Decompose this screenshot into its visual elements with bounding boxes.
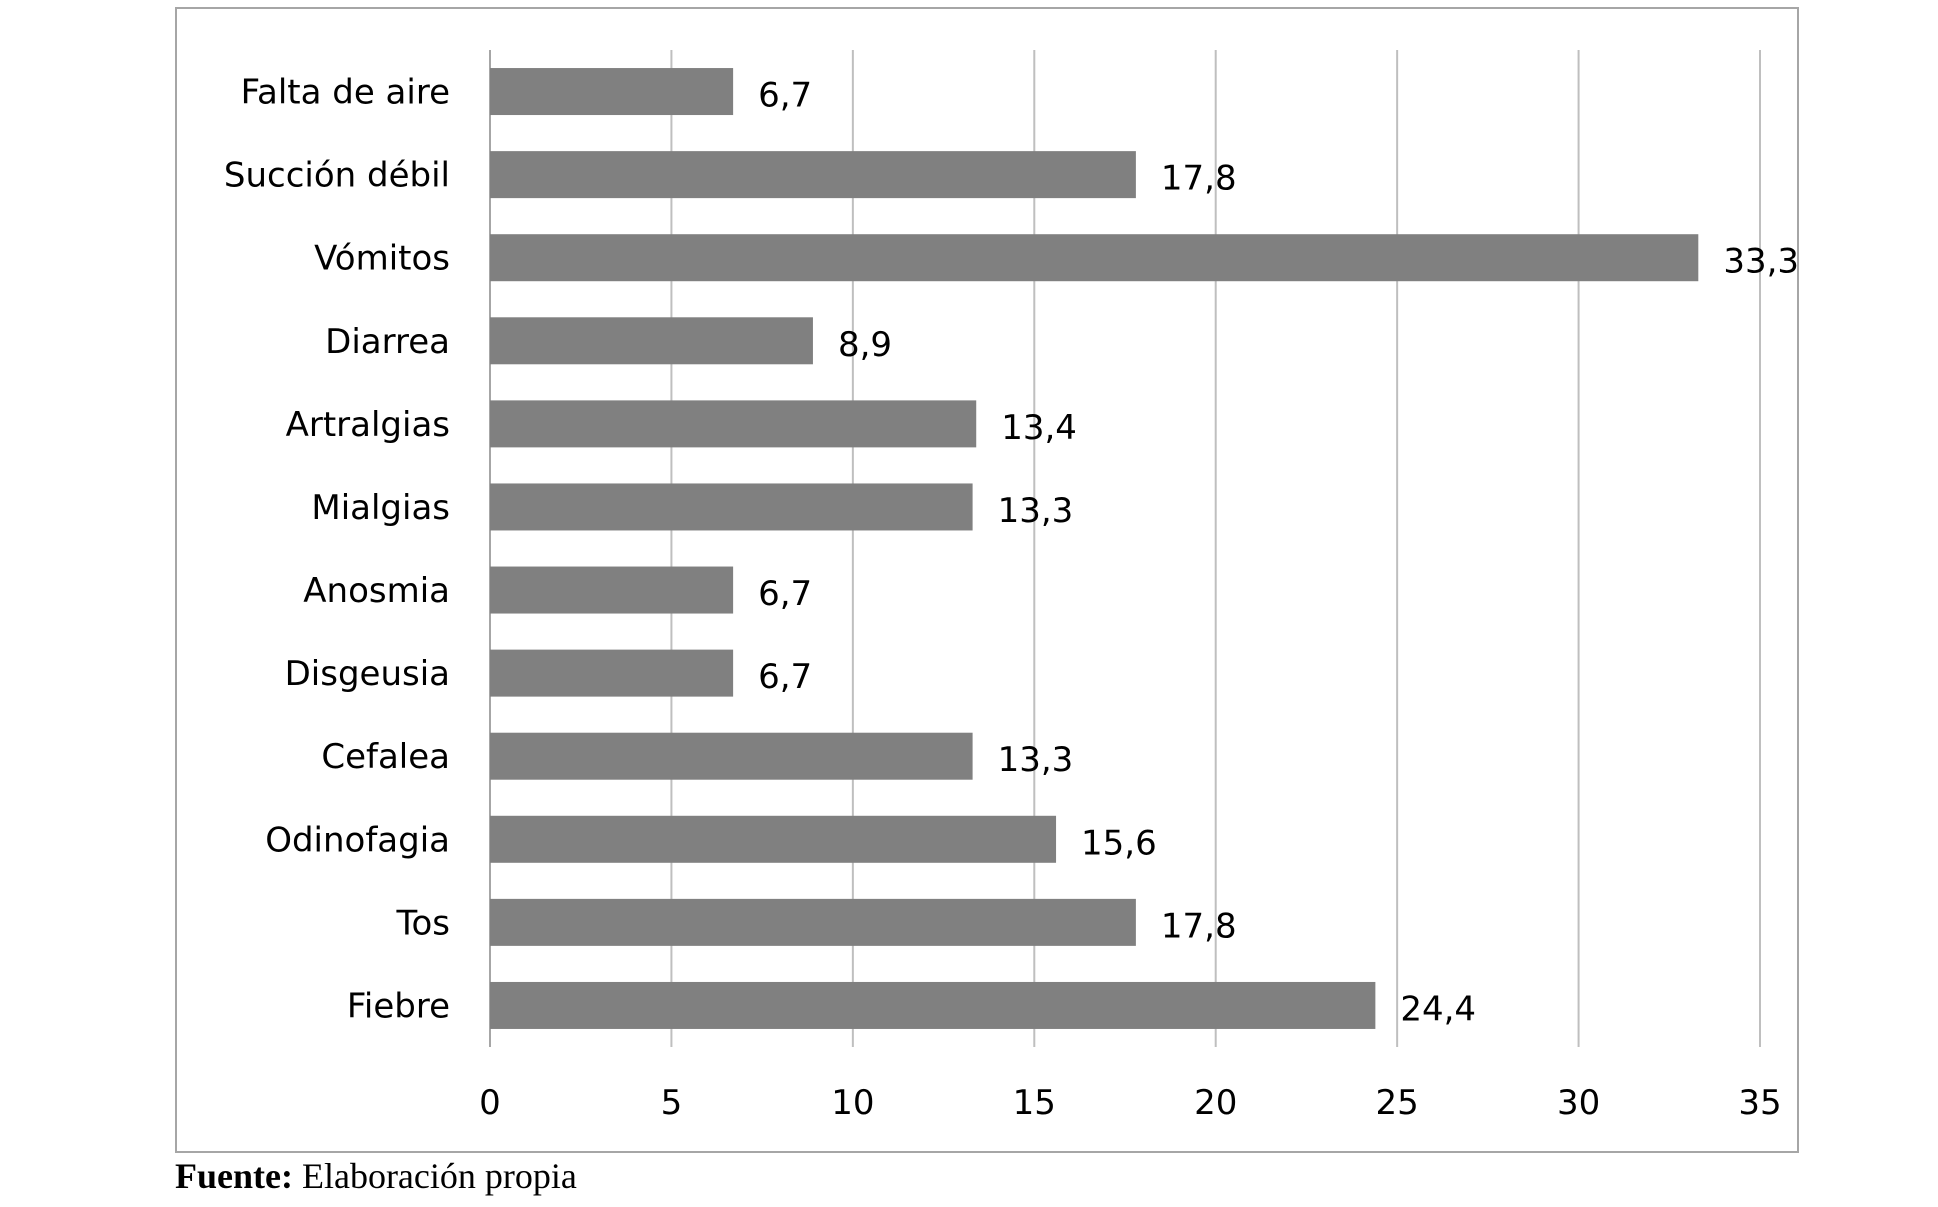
bar xyxy=(490,317,813,365)
source-label: Fuente: xyxy=(175,1156,293,1196)
bar xyxy=(490,234,1699,282)
data-label: 13,3 xyxy=(998,491,1074,531)
category-label: Falta de aire xyxy=(241,73,450,113)
data-label: 6,7 xyxy=(758,574,812,614)
bar xyxy=(490,566,734,614)
category-label: Disgeusia xyxy=(285,654,450,694)
x-tick-label: 15 xyxy=(1013,1083,1056,1123)
bar xyxy=(490,815,1057,863)
bar xyxy=(490,898,1136,946)
bar xyxy=(490,400,977,448)
x-tick-label: 35 xyxy=(1738,1083,1781,1123)
source-note: Fuente: Elaboración propia xyxy=(175,1155,577,1197)
x-tick-label: 5 xyxy=(661,1083,683,1123)
data-label: 8,9 xyxy=(838,325,892,365)
bar xyxy=(490,483,973,531)
data-label: 13,3 xyxy=(998,740,1074,780)
data-label: 17,8 xyxy=(1161,906,1237,946)
bar xyxy=(490,649,734,697)
source-text: Elaboración propia xyxy=(292,1156,577,1196)
data-label: 17,8 xyxy=(1161,159,1237,199)
data-label: 6,7 xyxy=(758,76,812,116)
category-label: Vómitos xyxy=(314,239,450,279)
category-label: Fiebre xyxy=(347,986,450,1026)
category-label: Artralgias xyxy=(286,405,450,445)
category-label: Cefalea xyxy=(321,737,450,777)
data-label: 15,6 xyxy=(1081,823,1157,863)
x-tick-label: 20 xyxy=(1194,1083,1237,1123)
x-tick-label: 25 xyxy=(1376,1083,1419,1123)
data-label: 33,3 xyxy=(1723,242,1799,282)
category-label: Mialgias xyxy=(311,488,450,528)
data-label: 24,4 xyxy=(1400,989,1476,1029)
x-tick-label: 30 xyxy=(1557,1083,1600,1123)
bar xyxy=(490,732,973,780)
category-label: Succión débil xyxy=(224,156,450,196)
x-tick-label: 10 xyxy=(831,1083,874,1123)
bar xyxy=(490,981,1376,1029)
category-label: Odinofagia xyxy=(265,820,450,860)
bar-chart: 0 5 10 15 20 25 30 35 Falta de aire 6,7 Succión dé… xyxy=(224,50,1799,1123)
category-label: Diarrea xyxy=(325,322,450,362)
data-label: 13,4 xyxy=(1001,408,1077,448)
data-label: 6,7 xyxy=(758,657,812,697)
category-label: Anosmia xyxy=(303,571,450,611)
x-tick-label: 0 xyxy=(479,1083,501,1123)
bar xyxy=(490,68,734,116)
category-label: Tos xyxy=(395,903,450,943)
bar xyxy=(490,151,1136,199)
